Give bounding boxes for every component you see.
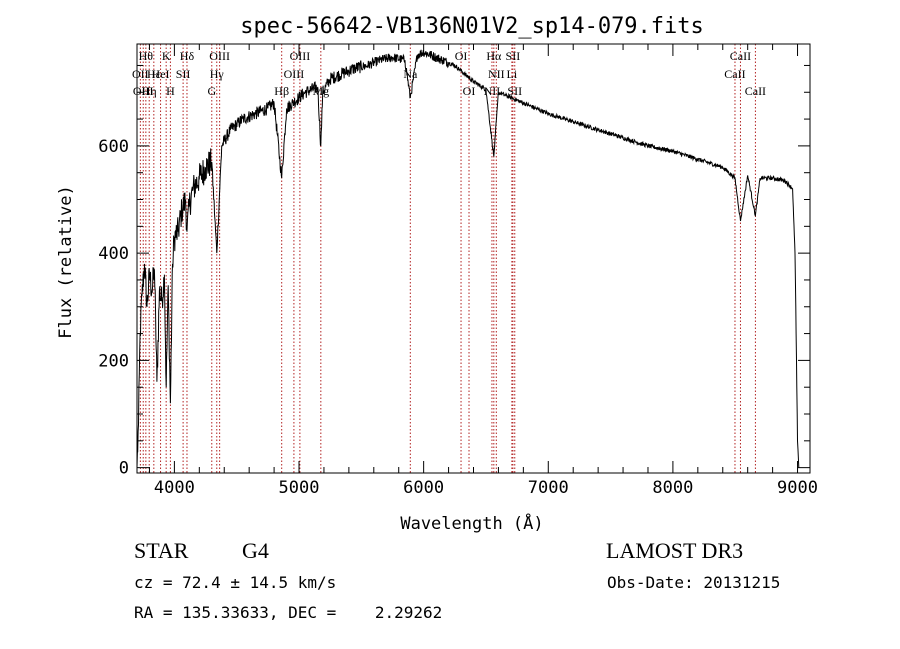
line-marker-label: CaII: [745, 84, 766, 98]
object-subclass: G4: [242, 538, 269, 563]
coordinates: RA = 135.33633, DEC = 2.29262: [134, 603, 443, 622]
axis-tick-labels: 4000 5000 6000 7000 8000 9000 0 200 400 600: [98, 137, 818, 498]
line-marker-label: SII: [176, 67, 191, 81]
object-class: STAR: [134, 538, 189, 563]
x-tick-label: 4000: [154, 478, 195, 498]
line-marker-label: K: [162, 49, 171, 63]
x-axis-label: Wavelength (Å): [400, 512, 543, 534]
line-marker-label: Hγ: [210, 67, 225, 81]
spectrum-series-line: [136, 49, 800, 468]
y-tick-label: 0: [119, 459, 129, 479]
x-tick-label: 7000: [528, 478, 569, 498]
line-marker-label: NII: [484, 84, 501, 98]
x-tick-label: 6000: [403, 478, 444, 498]
line-marker-label: SII: [506, 49, 521, 63]
line-marker-label: Hβ: [274, 84, 289, 98]
line-markers: [139, 44, 756, 473]
y-tick-label: 200: [98, 351, 129, 371]
line-marker-labels: OIIOIIIHθHηHεHeIKHSIIHδGHγOIIIHβOIIIOIII…: [132, 49, 766, 98]
line-marker-label: SII: [507, 84, 522, 98]
line-marker-label: Hε: [147, 67, 161, 81]
plot-frame: [136, 43, 811, 474]
line-marker-label: OIII: [133, 84, 154, 98]
line-marker-label: OI: [463, 84, 476, 98]
line-marker-label: Hα: [486, 49, 502, 63]
axis-ticks: [137, 44, 810, 473]
y-tick-label: 400: [98, 244, 129, 264]
line-marker-label: OIII: [209, 49, 230, 63]
y-tick-label: 600: [98, 137, 129, 157]
redshift-cz: cz = 72.4 ± 14.5 km/s: [134, 573, 337, 592]
line-marker-label: Li: [507, 67, 518, 81]
chart-title: spec-56642-VB136N01V2_sp14-079.fits: [240, 14, 704, 39]
line-marker-label: Hθ: [139, 49, 154, 63]
line-marker-label: NII: [488, 67, 505, 81]
line-marker-label: CaII: [730, 49, 751, 63]
line-marker-label: CaII: [724, 67, 745, 81]
line-marker-label: OII: [132, 67, 149, 81]
line-marker-label: Hη: [142, 84, 157, 98]
x-tick-label: 9000: [777, 478, 818, 498]
survey-name: LAMOST DR3: [606, 538, 744, 563]
line-marker-label: Hδ: [180, 49, 195, 63]
line-marker-label: HeI: [152, 67, 170, 81]
line-marker-label: OIII: [290, 49, 311, 63]
line-marker-label: H: [166, 84, 175, 98]
x-tick-label: 8000: [652, 478, 693, 498]
x-tick-label: 5000: [279, 478, 320, 498]
y-axis-label: Flux (relative): [56, 185, 76, 339]
line-marker-label: G: [207, 84, 216, 98]
line-marker-label: OIII: [284, 67, 305, 81]
observation-date: Obs-Date: 20131215: [607, 573, 781, 592]
line-marker-label: OI: [455, 49, 468, 63]
